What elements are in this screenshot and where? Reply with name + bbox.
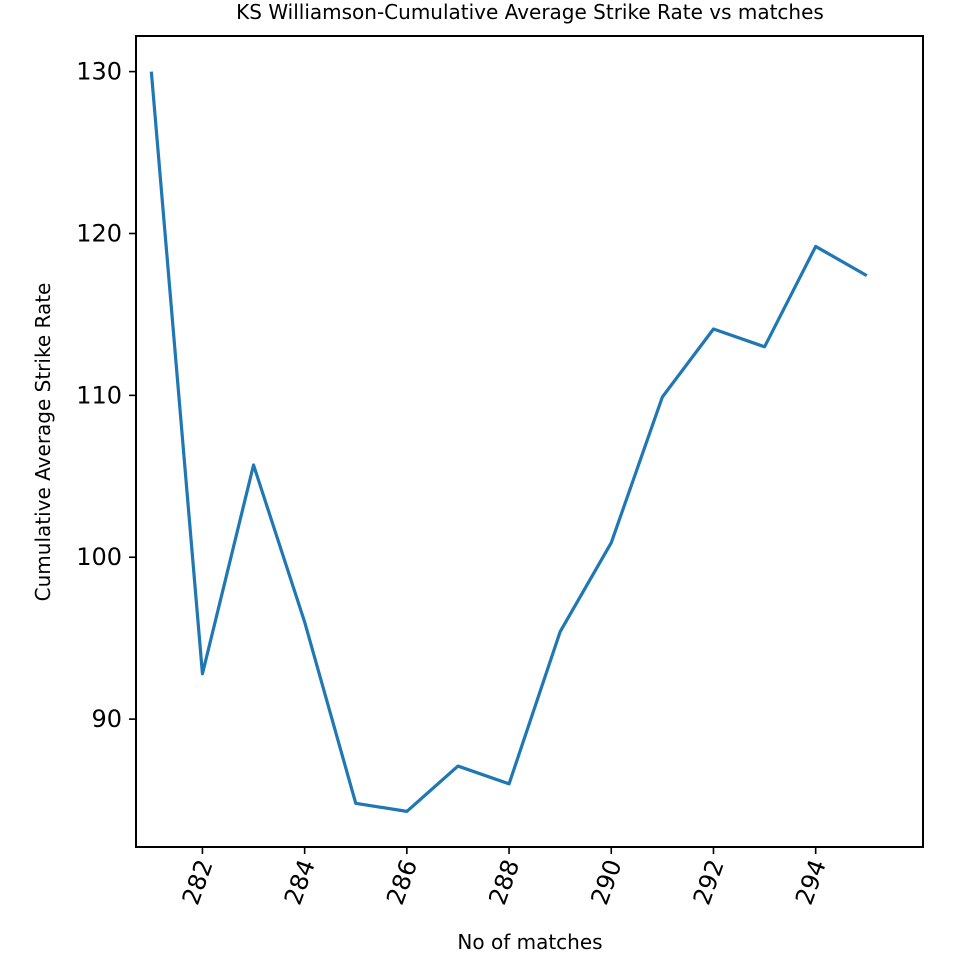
x-tick-label: 290 (586, 856, 628, 909)
y-tick-label: 130 (76, 58, 122, 86)
x-tick-label: 284 (279, 856, 321, 909)
y-tick-label: 100 (76, 543, 122, 571)
y-tick-label: 120 (76, 219, 122, 247)
x-tick-label: 288 (483, 856, 525, 909)
x-axis: 282 284 286 288 290 292 294 (177, 847, 832, 908)
y-tick-label: 90 (91, 705, 122, 733)
chart-title: KS Williamson-Cumulative Average Strike … (236, 0, 824, 24)
x-tick-label: 282 (177, 856, 219, 909)
plot-area (149, 71, 868, 813)
plot-frame (135, 35, 924, 848)
x-axis-label: No of matches (457, 930, 602, 954)
x-tick-label: 294 (790, 856, 832, 909)
y-tick-label: 110 (76, 381, 122, 409)
y-axis: 90 100 110 120 130 (76, 58, 136, 733)
x-tick-label: 286 (381, 856, 423, 909)
y-axis-label: Cumulative Average Strike Rate (31, 283, 55, 602)
x-tick-label: 292 (688, 856, 730, 909)
series-line-0 (149, 71, 868, 813)
